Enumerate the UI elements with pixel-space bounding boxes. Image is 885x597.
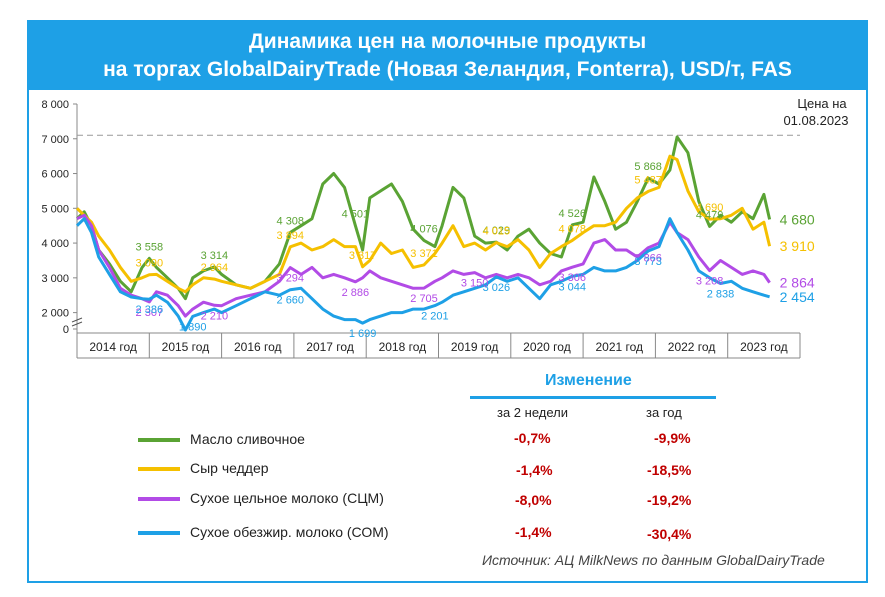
legend-swatch-butter — [138, 438, 180, 442]
series-line-wmp — [76, 213, 771, 318]
y-tick-label: 5 000 — [41, 203, 69, 215]
data-label-wmp: 3 208 — [696, 276, 724, 288]
data-label-smp: 1 699 — [349, 328, 377, 340]
data-label-butter: 4 680 — [780, 211, 815, 227]
data-label-butter: 5 868 — [634, 161, 662, 173]
data-label-smp: 2 201 — [421, 311, 449, 323]
data-label-cheddar: 4 690 — [696, 202, 724, 214]
x-category-label: 2016 год — [234, 340, 282, 354]
x-category-label: 2021 год — [595, 340, 643, 354]
col-head-2weeks: за 2 недели — [497, 405, 568, 420]
data-label-wmp: 3 150 — [461, 278, 489, 290]
data-label-wmp: 3 294 — [277, 273, 305, 285]
data-label-cheddar: 3 317 — [349, 250, 377, 262]
legend-label-smp: Сухое обезжир. молоко (СОМ) — [190, 524, 389, 540]
data-label-cheddar: 3 371 — [410, 248, 438, 260]
legend-swatch-wmp — [138, 497, 180, 501]
y-tick-label: 3 000 — [41, 273, 69, 285]
data-label-cheddar: 4 078 — [558, 223, 586, 235]
data-label-smp: 3 773 — [634, 256, 662, 268]
data-label-cheddar: 5 487 — [634, 174, 662, 186]
y-tick-label: 8 000 — [41, 99, 69, 111]
x-category-label: 2017 год — [306, 340, 354, 354]
axis-break-mark — [71, 317, 83, 323]
chart-title-line1: Динамика цен на молочные продукты — [248, 30, 647, 53]
data-label-wmp: 2 886 — [342, 287, 370, 299]
x-category-label: 2020 год — [523, 340, 571, 354]
legend-label-cheddar: Сыр чеддер — [190, 460, 269, 476]
data-label-smp: 2 386 — [136, 304, 164, 316]
y-tick-label: 4 000 — [41, 238, 69, 250]
y-tick-label: 0 — [63, 324, 69, 336]
change-year-smp: -30,4% — [647, 526, 692, 542]
data-label-cheddar: 4 015 — [483, 226, 511, 238]
y-tick-label: 6 000 — [41, 169, 69, 181]
x-category-label: 2023 год — [740, 340, 788, 354]
data-label-cheddar: 3 090 — [136, 258, 164, 270]
data-label-cheddar: 3 910 — [780, 238, 815, 254]
change-2weeks-smp: -1,4% — [515, 524, 552, 540]
chart-title-line2: на торгах GlobalDairyTrade (Новая Зеланд… — [103, 58, 792, 81]
x-category-label: 2015 год — [162, 340, 210, 354]
series-line-smp — [75, 217, 771, 332]
change-2weeks-wmp: -8,0% — [515, 492, 552, 508]
data-label-butter: 4 029 — [483, 225, 511, 237]
data-label-wmp: 3 306 — [558, 272, 586, 284]
data-label-butter: 4 308 — [277, 215, 305, 227]
data-label-wmp: 3 866 — [634, 253, 662, 265]
data-label-butter: 4 076 — [410, 223, 438, 235]
x-category-label: 2022 год — [668, 340, 716, 354]
data-label-smp: 2 454 — [780, 289, 815, 305]
legend-label-butter: Масло сливочное — [190, 431, 305, 447]
data-label-smp: 3 044 — [558, 281, 586, 293]
change-year-cheddar: -18,5% — [647, 462, 692, 478]
data-label-butter: 3 558 — [136, 241, 164, 253]
legend-swatch-cheddar — [138, 467, 180, 471]
x-category-label: 2014 год — [89, 340, 137, 354]
data-label-cheddar: 3 894 — [277, 230, 305, 242]
data-label-butter: 4 479 — [696, 209, 724, 221]
change-2weeks-cheddar: -1,4% — [516, 462, 553, 478]
legend-title: Изменение — [545, 372, 632, 389]
series-line-butter — [75, 135, 772, 301]
data-label-smp: 2 838 — [707, 288, 735, 300]
data-label-wmp: 2 705 — [410, 293, 438, 305]
y-tick-label: 2 000 — [41, 308, 69, 320]
col-head-year: за год — [646, 405, 682, 420]
source-note: Источник: АЦ MilkNews по данным GlobalDa… — [482, 552, 825, 568]
change-2weeks-butter: -0,7% — [514, 430, 551, 446]
data-label-smp: 1 890 — [179, 321, 207, 333]
data-label-smp: 3 026 — [483, 282, 511, 294]
change-year-butter: -9,9% — [654, 430, 691, 446]
x-category-label: 2018 год — [379, 340, 427, 354]
legend-label-wmp: Сухое цельное молоко (СЦМ) — [190, 490, 384, 506]
note-label: Цена на — [797, 96, 847, 111]
data-label-wmp: 2 307 — [136, 307, 164, 319]
x-category-label: 2019 год — [451, 340, 499, 354]
data-label-cheddar: 2 964 — [201, 262, 229, 274]
series-line-cheddar — [75, 154, 772, 294]
change-year-wmp: -19,2% — [647, 492, 692, 508]
data-label-smp: 2 660 — [277, 295, 305, 307]
note-label-date: 01.08.2023 — [783, 113, 848, 128]
data-label-wmp: 2 210 — [201, 310, 229, 322]
legend-swatch-smp — [138, 531, 180, 535]
data-label-butter: 4 501 — [342, 209, 370, 221]
chart-header: Динамика цен на молочные продукты на тор… — [27, 20, 868, 90]
data-label-wmp: 2 864 — [780, 275, 815, 291]
data-label-butter: 4 526 — [558, 208, 586, 220]
axis-break-mark — [71, 321, 83, 327]
y-tick-label: 7 000 — [41, 134, 69, 146]
data-label-butter: 3 314 — [201, 250, 229, 262]
legend-divider — [470, 396, 716, 399]
